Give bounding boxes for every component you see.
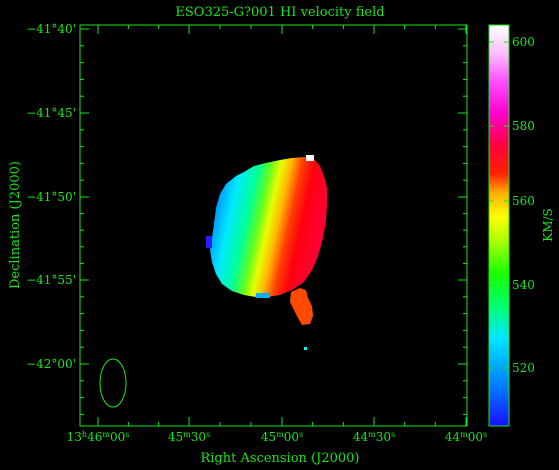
companion-blob	[290, 288, 313, 325]
galaxy-edge-pixel	[206, 236, 212, 248]
dec-tick-label: −41°40'	[26, 22, 76, 36]
ra-tick-labels: 13h46m00s 45m30s 45m00s 44m30s 44m00s	[67, 430, 487, 444]
ra-tick-label: 44m30s	[353, 430, 395, 444]
ra-tick-label: 45m00s	[261, 430, 303, 444]
galaxy-velocity-field	[206, 155, 327, 350]
colorbar: 520 540 560 580 600 KM/S	[488, 24, 555, 427]
colorbar-gradient	[488, 24, 510, 427]
dec-tick-label: −41°55'	[26, 273, 76, 287]
axes-box	[79, 24, 468, 427]
stray-pixel	[304, 347, 307, 350]
chart-title: ESO325-G?001 HI velocity field	[175, 5, 384, 20]
colorbar-tick-label: 560	[512, 194, 535, 208]
dec-tick-label: −42°00'	[26, 357, 76, 371]
galaxy-edge-pixel	[306, 155, 314, 161]
colorbar-tick-label: 540	[512, 278, 535, 292]
dec-tick-label: −41°50'	[26, 190, 76, 204]
colorbar-tick-label: 580	[512, 119, 535, 133]
beam-ellipse	[99, 358, 127, 408]
dec-tick-label: −41°45'	[26, 106, 76, 120]
galaxy-disk	[210, 157, 327, 297]
galaxy-edge-pixel	[256, 293, 270, 298]
colorbar-unit-label: KM/S	[541, 208, 555, 242]
ra-tick-label: 13h46m00s	[67, 430, 130, 444]
ra-tick-label: 45m30s	[168, 430, 210, 444]
colorbar-tick-label: 600	[512, 35, 535, 49]
tick-marks	[80, 25, 467, 426]
y-axis-label: Declination (J2000)	[8, 161, 23, 289]
dec-tick-labels: −41°40' −41°45' −41°50' −41°55' −42°00'	[26, 22, 76, 371]
colorbar-tick-marks	[489, 41, 509, 369]
ra-tick-label: 44m00s	[445, 430, 487, 444]
plot-frame	[79, 24, 468, 427]
colorbar-tick-label: 520	[512, 361, 535, 375]
x-axis-label: Right Ascension (J2000)	[200, 451, 359, 466]
